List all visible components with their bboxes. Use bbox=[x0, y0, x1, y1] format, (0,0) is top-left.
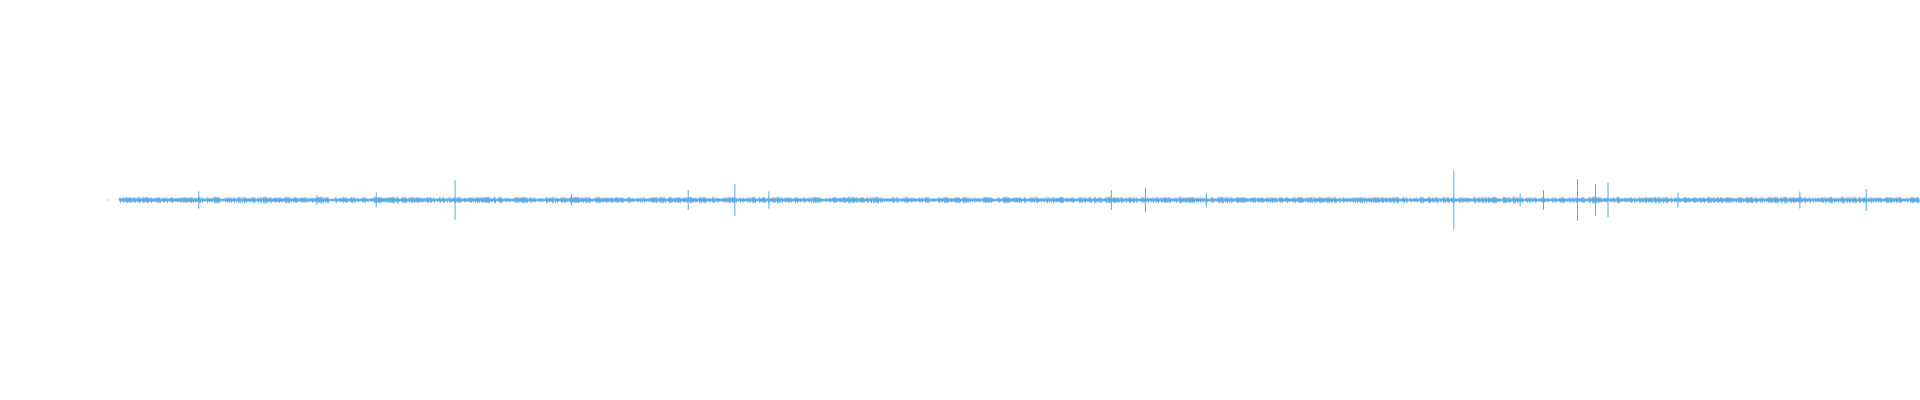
waveform-noise bbox=[107, 196, 1920, 204]
